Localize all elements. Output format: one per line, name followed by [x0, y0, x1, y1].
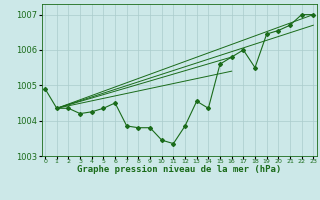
X-axis label: Graphe pression niveau de la mer (hPa): Graphe pression niveau de la mer (hPa) — [77, 165, 281, 174]
